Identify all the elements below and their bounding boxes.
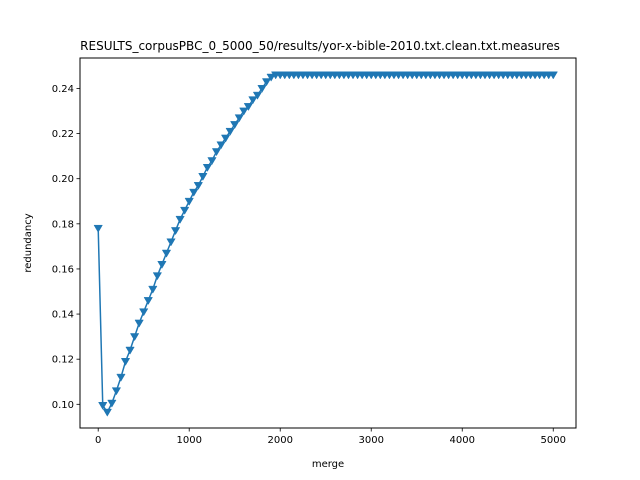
data-point (152, 272, 162, 281)
data-point (252, 91, 263, 100)
y-tick-label: 0.18 (52, 219, 74, 230)
x-axis-ticks: 0 1000 2000 3000 4000 5000 (95, 428, 566, 446)
data-point (225, 127, 235, 136)
data-point (134, 319, 144, 328)
data-point (184, 197, 194, 206)
data-point (243, 103, 254, 111)
data-point (234, 114, 244, 123)
data-point (129, 333, 140, 342)
chart-title: RESULTS_corpusPBC_0_5000_50/results/yor-… (80, 39, 560, 53)
data-point (170, 227, 181, 236)
data-point (266, 73, 276, 82)
data-point (211, 148, 222, 157)
data-point (111, 387, 122, 396)
y-axis-ticks: 0.10 0.12 0.14 0.16 0.18 0.20 0.22 0.24 (52, 84, 80, 411)
series-line (97, 74, 554, 414)
y-tick-label: 0.16 (52, 264, 74, 275)
data-point (143, 297, 153, 306)
data-point (98, 402, 108, 410)
x-tick-label: 1000 (176, 435, 201, 446)
data-point (198, 173, 208, 181)
data-point (207, 157, 217, 166)
data-point (116, 373, 126, 382)
y-tick-label: 0.24 (52, 84, 74, 95)
y-axis-label: redundancy (23, 213, 34, 272)
y-tick-label: 0.12 (52, 355, 74, 366)
data-point (102, 408, 112, 417)
x-tick-label: 2000 (267, 435, 292, 446)
data-point (248, 96, 258, 105)
x-tick-label: 3000 (359, 435, 384, 446)
y-tick-label: 0.10 (52, 400, 74, 411)
data-point (230, 121, 240, 130)
y-tick-label: 0.14 (52, 310, 74, 321)
data-point (257, 85, 267, 93)
data-point (107, 399, 117, 408)
data-point (148, 285, 158, 294)
x-tick-label: 5000 (541, 435, 566, 446)
data-point (193, 182, 203, 190)
x-axis-label: merge (312, 459, 344, 470)
data-point (139, 308, 149, 317)
data-point (125, 346, 135, 355)
data-point (261, 78, 272, 87)
data-point (189, 188, 199, 197)
data-point (548, 71, 558, 80)
data-point (175, 215, 185, 224)
data-point (93, 224, 103, 233)
data-point (157, 261, 167, 269)
data-point (216, 141, 226, 150)
data-point (161, 249, 172, 258)
y-tick-label: 0.20 (52, 174, 74, 185)
y-tick-label: 0.22 (52, 129, 74, 140)
data-point (180, 206, 190, 215)
plot-area (93, 71, 558, 417)
data-point (166, 238, 176, 247)
x-tick-label: 4000 (450, 435, 475, 446)
plot-frame (79, 57, 577, 429)
data-point (120, 358, 131, 366)
x-tick-label: 0 (95, 435, 101, 446)
data-point (202, 164, 213, 172)
data-point (239, 107, 249, 116)
data-point (220, 134, 231, 143)
